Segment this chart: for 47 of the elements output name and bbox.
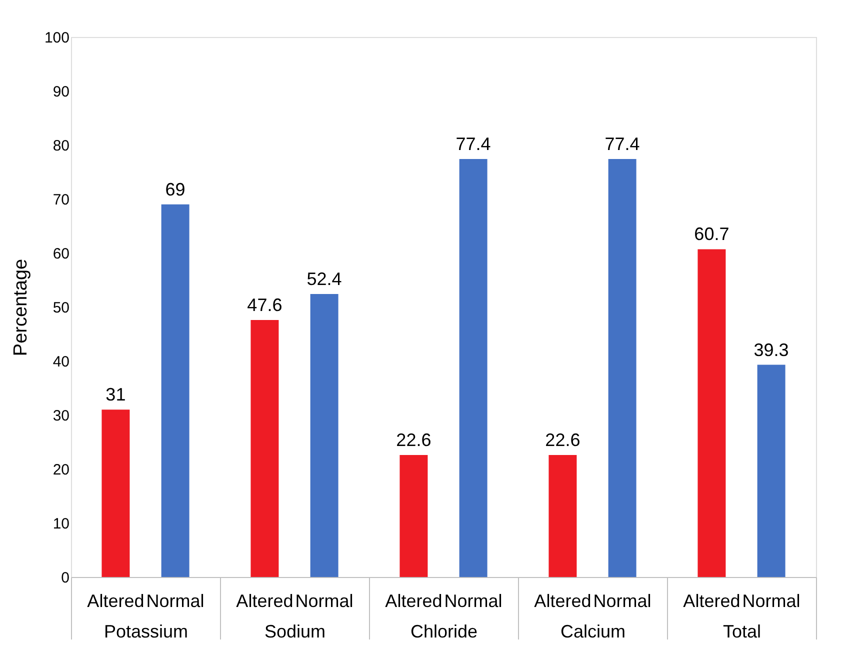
data-label: 22.6 <box>396 430 432 450</box>
bar <box>102 410 130 577</box>
text: Altered <box>385 591 442 611</box>
text: Altered <box>87 591 144 611</box>
data-label: 77.4 <box>456 134 491 154</box>
y-axis-title: Percentage <box>10 258 32 356</box>
y-tick-label: 70 <box>52 192 70 208</box>
text: Normal <box>295 591 354 611</box>
y-tick-label: 30 <box>52 408 70 424</box>
x-tick-label: Calcium <box>560 622 626 642</box>
x-tick-label: Total <box>722 622 762 642</box>
bar <box>400 454 428 577</box>
data-label: 60.7 <box>694 224 730 244</box>
text: Normal <box>742 591 800 611</box>
x-tick-label: Sodium <box>264 622 326 642</box>
data-label: 31 <box>106 384 126 405</box>
bar <box>310 294 338 577</box>
y-tick-label: 40 <box>52 354 70 370</box>
y-tick-label: 20 <box>52 462 70 478</box>
x-tick-label: Potassium <box>104 622 188 642</box>
y-tick-label: 90 <box>52 84 70 100</box>
data-label: 47.6 <box>247 294 282 315</box>
y-tick-label: 0 <box>61 570 70 586</box>
data-label: 22.6 <box>545 430 580 450</box>
y-tick-label: 50 <box>52 300 70 316</box>
text: Normal <box>593 591 652 611</box>
text: Normal <box>444 591 502 611</box>
bar <box>698 249 726 577</box>
bar <box>757 364 786 577</box>
series-label: Altered <box>236 591 294 611</box>
y-tick-label: 80 <box>52 138 70 154</box>
y-tick-label: 10 <box>52 516 70 532</box>
bar <box>459 159 488 577</box>
bar <box>548 454 577 577</box>
data-label: 69 <box>165 179 186 200</box>
bar <box>161 204 190 577</box>
text: Altered <box>534 591 592 611</box>
text: Altered <box>683 591 740 611</box>
x-tick-label: Chloride <box>410 622 478 642</box>
y-tick-label: 100 <box>44 30 70 46</box>
data-label: 39.3 <box>754 340 789 360</box>
bar <box>250 320 279 577</box>
series-label: Normal <box>146 591 204 611</box>
data-label: 52.4 <box>306 269 342 290</box>
data-label: 77.4 <box>604 134 640 154</box>
bar <box>608 159 636 577</box>
y-tick-label: 60 <box>52 246 70 262</box>
